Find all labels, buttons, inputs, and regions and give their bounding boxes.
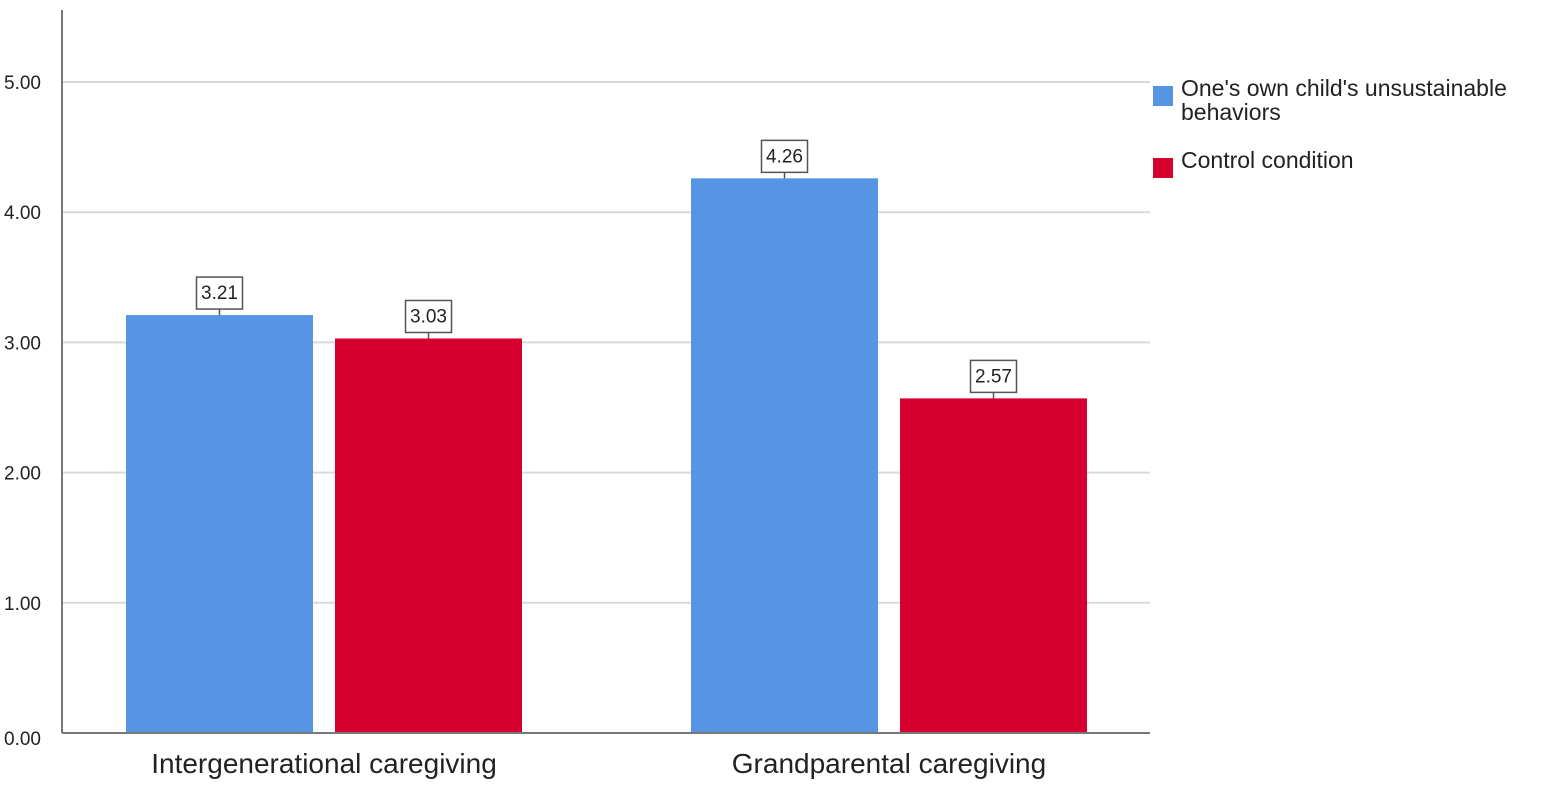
data-label: 2.57 [975,366,1012,387]
axes [61,10,1150,734]
y-tick-label: 5.00 [4,73,41,94]
legend-label: behaviors [1181,99,1281,125]
data-label-box [404,299,453,334]
legend: One's own child's unsustainablebehaviors… [1153,75,1507,178]
data-label-box [760,139,809,174]
x-category-label: Grandparental caregiving [732,748,1046,779]
x-category-label: Intergenerational caregiving [151,748,497,779]
y-tick-label: 4.00 [4,203,41,224]
bar [335,338,522,733]
y-tick-labels: 0.00 1.00 2.00 3.00 4.00 5.00 [4,73,41,750]
legend-swatch [1153,158,1173,178]
bar [126,315,313,733]
y-tick-label: 2.00 [4,464,41,485]
y-tick-label: 3.00 [4,333,41,354]
data-label: 3.03 [410,306,447,327]
x-category-labels: Intergenerational caregiving Grandparenta… [151,748,1046,779]
bar [900,398,1087,733]
data-label: 4.26 [766,146,803,167]
data-label-box [195,276,244,310]
bars [126,178,1087,733]
data-label: 3.21 [201,283,238,304]
legend-label: Control condition [1181,147,1354,173]
legend-swatch [1153,86,1173,106]
data-label-box [969,359,1018,394]
y-tick-label: 0.00 [4,729,41,750]
data-labels: 3.21 3.03 4.26 2.57 [195,139,1018,399]
y-tick-label: 1.00 [4,594,41,615]
legend-label: One's own child's unsustainable [1181,75,1507,101]
bar [691,178,878,733]
